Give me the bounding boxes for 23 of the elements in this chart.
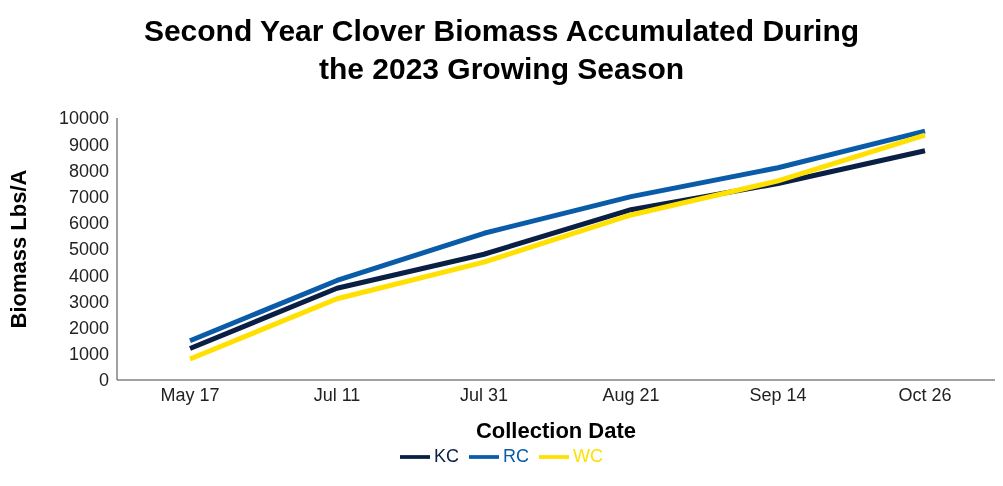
x-tick-label: Jul 11 — [313, 384, 361, 405]
legend-label: KC — [433, 445, 459, 466]
y-tick-label: 3000 — [68, 291, 109, 312]
x-tick-label: Jul 31 — [459, 384, 509, 405]
y-tick-label: 7000 — [68, 186, 109, 207]
y-tick-label: 8000 — [68, 160, 109, 181]
y-tick-label: 10000 — [58, 108, 109, 129]
x-tick-label: May 17 — [160, 384, 220, 405]
y-tick-label: 2000 — [68, 317, 109, 338]
x-tick-label: Sep 14 — [749, 384, 807, 405]
y-tick-label: 9000 — [68, 134, 109, 155]
y-tick-label: 6000 — [68, 213, 109, 234]
legend-label: WC — [573, 445, 603, 466]
y-tick-label: 1000 — [68, 344, 109, 365]
y-tick-label: 4000 — [68, 265, 109, 286]
y-tick-label: 0 — [98, 370, 109, 391]
x-axis-title: Collection Date — [475, 418, 637, 443]
x-tick-label: Aug 21 — [602, 384, 660, 405]
y-tick-label: 5000 — [68, 239, 109, 260]
y-axis-title: Biomass Lbs/A — [5, 169, 31, 329]
chart-title: Second Year Clover Biomass Accumulated During the 2023 Growing Season — [142, 13, 861, 87]
legend-label: RC — [503, 445, 529, 466]
x-tick-label: Oct 26 — [898, 384, 952, 405]
